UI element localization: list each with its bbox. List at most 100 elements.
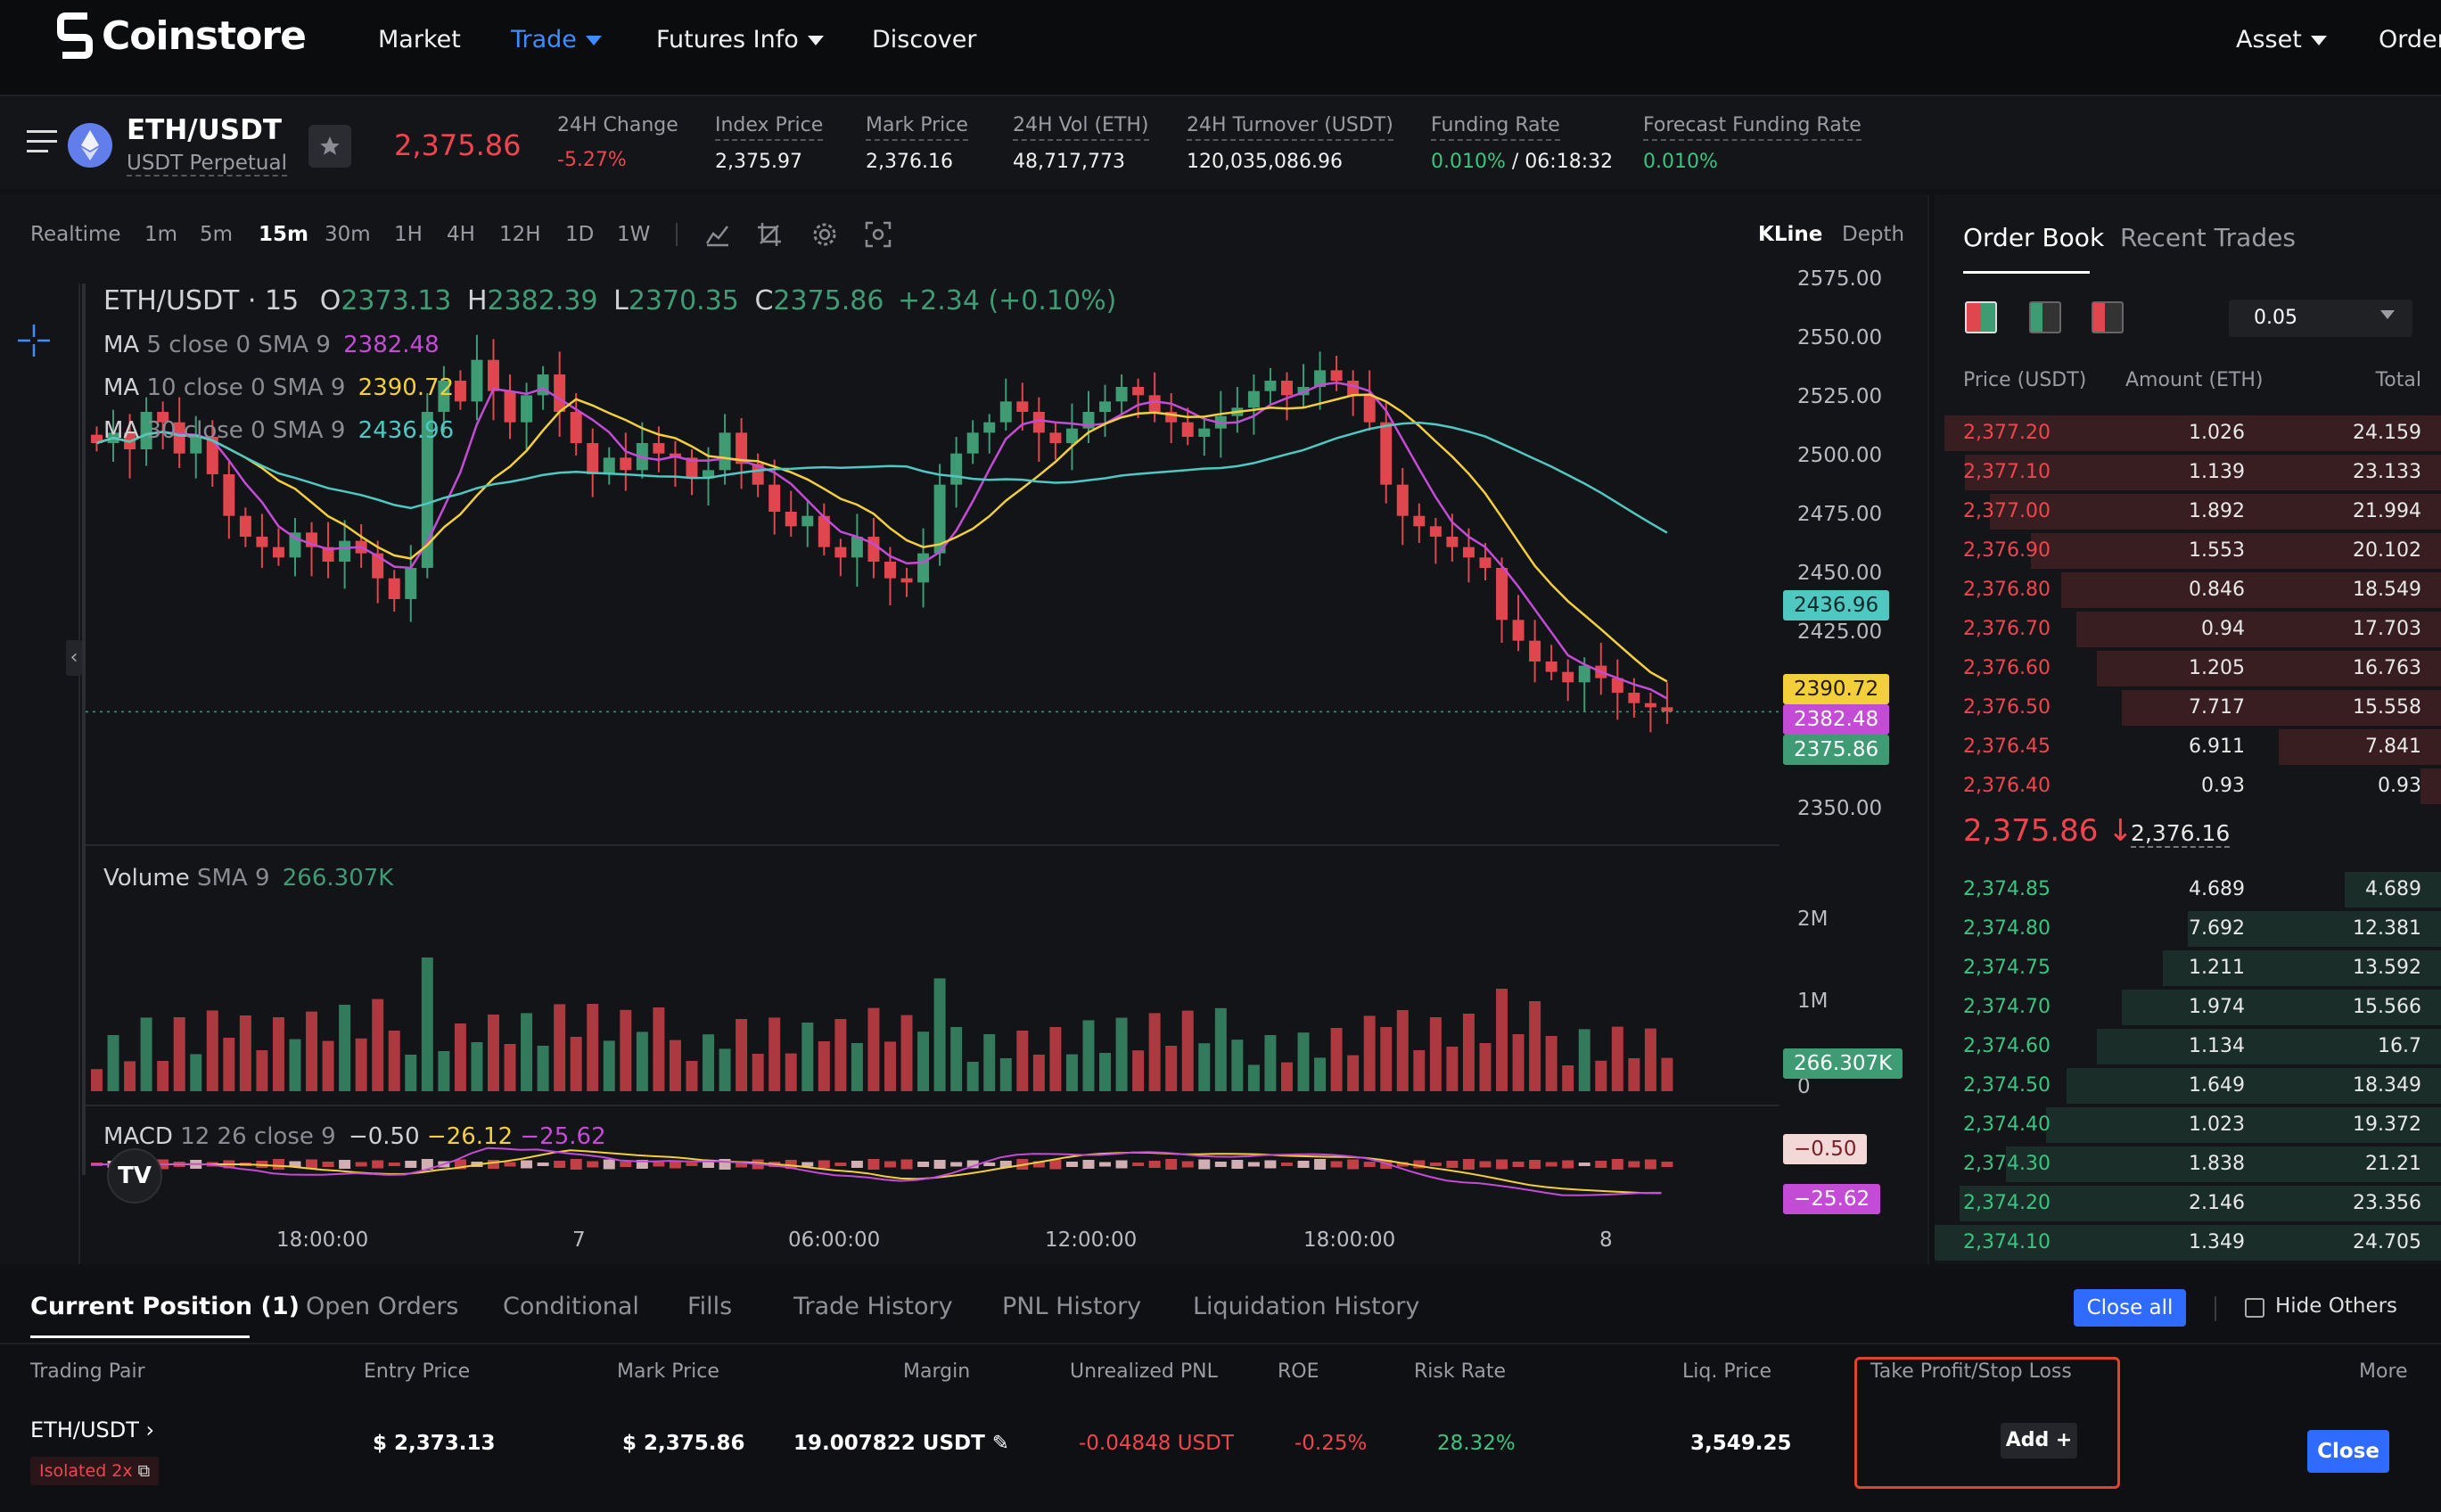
timeframe-1d[interactable]: 1D bbox=[565, 223, 595, 246]
precision-select[interactable]: 0.05 bbox=[2229, 300, 2412, 337]
ma10-value: 2390.72 bbox=[358, 374, 455, 401]
ask-row[interactable]: 2,376.50 7.717 15.558 bbox=[1935, 688, 2441, 727]
ask-row[interactable]: 2,376.80 0.846 18.549 bbox=[1935, 571, 2441, 610]
ask-row[interactable]: 2,376.45 6.911 7.841 bbox=[1935, 727, 2441, 767]
tab-liquidation-history[interactable]: Liquidation History bbox=[1193, 1293, 1420, 1320]
depth-bar bbox=[1944, 415, 2441, 451]
bid-row[interactable]: 2,374.50 1.649 18.349 bbox=[1935, 1066, 2441, 1105]
bid-row[interactable]: 2,374.70 1.974 15.566 bbox=[1935, 988, 2441, 1027]
ask-row[interactable]: 2,377.00 1.892 21.994 bbox=[1935, 492, 2441, 531]
crop-icon[interactable] bbox=[756, 221, 783, 248]
close-all-button[interactable]: Close all bbox=[2074, 1289, 2186, 1327]
candle-body bbox=[1396, 484, 1409, 516]
volume-bar bbox=[1165, 1046, 1178, 1091]
timeframe-12h[interactable]: 12H bbox=[499, 223, 541, 246]
ask-row[interactable]: 2,376.40 0.93 0.93 bbox=[1935, 767, 2441, 806]
margin-value[interactable]: 19.007822 USDT ✎ bbox=[793, 1432, 1009, 1455]
symbol[interactable]: ETH/USDT bbox=[127, 114, 282, 146]
candle-body bbox=[554, 374, 566, 412]
timeframe-15m[interactable]: 15m bbox=[259, 223, 308, 246]
tab-order-book[interactable]: Order Book bbox=[1963, 223, 2105, 252]
timeframe-1m[interactable]: 1m bbox=[144, 223, 178, 246]
candle-body bbox=[818, 515, 830, 547]
price-cell: 2,377.10 bbox=[1963, 461, 2051, 483]
menu-icon[interactable] bbox=[27, 130, 57, 155]
ask-row[interactable]: 2,377.20 1.026 24.159 bbox=[1935, 414, 2441, 453]
volume-bar bbox=[1181, 1010, 1194, 1091]
margin-mode-badge[interactable]: Isolated 2x ⧉ bbox=[30, 1457, 160, 1485]
stat-label[interactable]: Funding Rate bbox=[1431, 112, 1560, 141]
total-cell: 24.159 bbox=[2353, 422, 2421, 444]
tab-trade-history[interactable]: Trade History bbox=[793, 1293, 953, 1320]
nav-asset[interactable]: Asset bbox=[2236, 25, 2327, 55]
tab-current-position[interactable]: Current Position (1) bbox=[30, 1293, 300, 1320]
volume-bar bbox=[1132, 1050, 1145, 1091]
layout-asks-icon[interactable] bbox=[2092, 301, 2124, 333]
tab-open-orders[interactable]: Open Orders bbox=[306, 1293, 459, 1320]
favorite-star-icon[interactable] bbox=[308, 125, 351, 168]
bid-row[interactable]: 2,374.30 1.838 21.21 bbox=[1935, 1145, 2441, 1184]
tradingview-logo[interactable]: TV bbox=[107, 1148, 162, 1204]
add-tpsl-button[interactable]: Add + bbox=[2001, 1423, 2077, 1459]
mid-price[interactable]: 2,375.86 ↓ bbox=[1963, 813, 2133, 849]
tab-recent-trades[interactable]: Recent Trades bbox=[2120, 223, 2296, 252]
nav-trade[interactable]: Trade bbox=[511, 25, 602, 55]
nav-futures-info[interactable]: Futures Info bbox=[656, 25, 824, 55]
tab-conditional[interactable]: Conditional bbox=[503, 1293, 639, 1320]
timeframe-4h[interactable]: 4H bbox=[447, 223, 475, 246]
volume-bar bbox=[1595, 1060, 1607, 1091]
legend-macd: MACD 12 26 close 9 −0.50 −26.12 −25.62 bbox=[103, 1123, 606, 1150]
total-cell: 15.558 bbox=[2353, 696, 2421, 719]
timeframe-realtime[interactable]: Realtime bbox=[30, 223, 121, 246]
macd-bar bbox=[1496, 1159, 1508, 1170]
chart-panel: Realtime 1m 5m 15m 30m 1H 4H 12H 1D 1W K… bbox=[0, 194, 1929, 1264]
layout-bids-icon[interactable] bbox=[2029, 301, 2061, 333]
bid-row[interactable]: 2,374.40 1.023 19.372 bbox=[1935, 1105, 2441, 1145]
ask-row[interactable]: 2,376.60 1.205 16.763 bbox=[1935, 649, 2441, 688]
ask-row[interactable]: 2,376.90 1.553 20.102 bbox=[1935, 531, 2441, 571]
stat-label[interactable]: Forecast Funding Rate bbox=[1643, 112, 1862, 141]
ask-row[interactable]: 2,377.10 1.139 23.133 bbox=[1935, 453, 2441, 492]
layout-both-icon[interactable] bbox=[1965, 301, 1997, 333]
bid-row[interactable]: 2,374.80 7.692 12.381 bbox=[1935, 909, 2441, 949]
amount-cell: 4.689 bbox=[2189, 878, 2245, 900]
candle-body bbox=[1661, 707, 1673, 711]
crosshair-icon[interactable] bbox=[12, 319, 55, 362]
indicator-icon[interactable] bbox=[704, 221, 731, 248]
stat-label[interactable]: Mark Price bbox=[866, 112, 968, 141]
timeframe-1h[interactable]: 1H bbox=[394, 223, 423, 246]
tab-fills[interactable]: Fills bbox=[687, 1293, 733, 1320]
nav-discover[interactable]: Discover bbox=[872, 25, 976, 55]
legend-c-label: C bbox=[754, 285, 774, 316]
bid-row[interactable]: 2,374.20 2.146 23.356 bbox=[1935, 1184, 2441, 1223]
bid-row[interactable]: 2,374.85 4.689 4.689 bbox=[1935, 870, 2441, 909]
position-pair[interactable]: ETH/USDT › bbox=[30, 1418, 154, 1442]
bid-row[interactable]: 2,374.75 1.211 13.592 bbox=[1935, 949, 2441, 988]
timeframe-1w[interactable]: 1W bbox=[617, 223, 651, 246]
nav-market[interactable]: Market bbox=[378, 25, 461, 55]
candle-body bbox=[1429, 526, 1442, 537]
stat-label[interactable]: Index Price bbox=[715, 112, 824, 141]
macd-bar bbox=[1165, 1159, 1178, 1170]
gear-icon[interactable] bbox=[811, 221, 838, 248]
ask-row[interactable]: 2,376.70 0.94 17.703 bbox=[1935, 610, 2441, 649]
timeframe-5m[interactable]: 5m bbox=[200, 223, 234, 246]
bid-row[interactable]: 2,374.10 1.349 24.705 bbox=[1935, 1223, 2441, 1262]
stat-label[interactable]: 24H Turnover (USDT) bbox=[1187, 112, 1393, 141]
view-kline[interactable]: KLine bbox=[1758, 223, 1823, 246]
view-depth[interactable]: Depth bbox=[1842, 223, 1905, 246]
nav-orders[interactable]: Order bbox=[2379, 25, 2441, 55]
close-position-button[interactable]: Close bbox=[2307, 1430, 2389, 1473]
screenshot-icon[interactable] bbox=[865, 221, 892, 248]
price-cell: 2,374.10 bbox=[1963, 1231, 2051, 1253]
tab-pnl-history[interactable]: PNL History bbox=[1002, 1293, 1142, 1320]
logo[interactable]: Coinstore bbox=[57, 12, 307, 59]
amount-cell: 0.93 bbox=[2201, 775, 2245, 797]
hide-others-checkbox[interactable] bbox=[2245, 1298, 2264, 1318]
collapse-toolbar-button[interactable]: ‹ bbox=[66, 640, 82, 676]
drawing-toolbar bbox=[0, 284, 80, 1264]
candlestick-chart[interactable] bbox=[86, 273, 1779, 1231]
stat-label[interactable]: 24H Vol (ETH) bbox=[1013, 112, 1149, 141]
bid-row[interactable]: 2,374.60 1.134 16.7 bbox=[1935, 1027, 2441, 1066]
timeframe-30m[interactable]: 30m bbox=[325, 223, 371, 246]
